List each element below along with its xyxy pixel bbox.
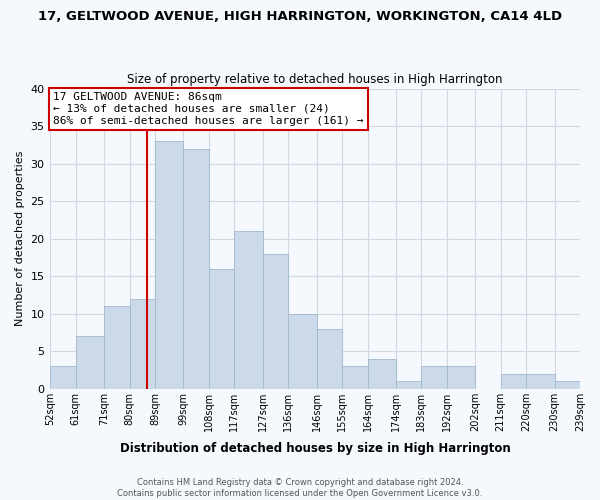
Text: Contains HM Land Registry data © Crown copyright and database right 2024.
Contai: Contains HM Land Registry data © Crown c… [118,478,482,498]
Bar [342,366,368,388]
Text: 17 GELTWOOD AVENUE: 86sqm
← 13% of detached houses are smaller (24)
86% of semi-: 17 GELTWOOD AVENUE: 86sqm ← 13% of detac… [53,92,364,126]
Bar [500,374,526,388]
Bar [288,314,317,388]
Bar [184,148,209,388]
Bar [209,268,235,388]
Text: 17, GELTWOOD AVENUE, HIGH HARRINGTON, WORKINGTON, CA14 4LD: 17, GELTWOOD AVENUE, HIGH HARRINGTON, WO… [38,10,562,23]
Bar [554,381,580,388]
Bar [104,306,130,388]
Bar [76,336,104,388]
Bar [155,141,184,388]
Bar [396,381,421,388]
Bar [235,231,263,388]
Y-axis label: Number of detached properties: Number of detached properties [15,151,25,326]
X-axis label: Distribution of detached houses by size in High Harrington: Distribution of detached houses by size … [120,442,511,455]
Bar [447,366,475,388]
Bar [263,254,288,388]
Bar [526,374,554,388]
Bar [317,328,342,388]
Bar [50,366,76,388]
Bar [130,298,155,388]
Title: Size of property relative to detached houses in High Harrington: Size of property relative to detached ho… [127,73,503,86]
Bar [368,358,396,388]
Bar [421,366,447,388]
